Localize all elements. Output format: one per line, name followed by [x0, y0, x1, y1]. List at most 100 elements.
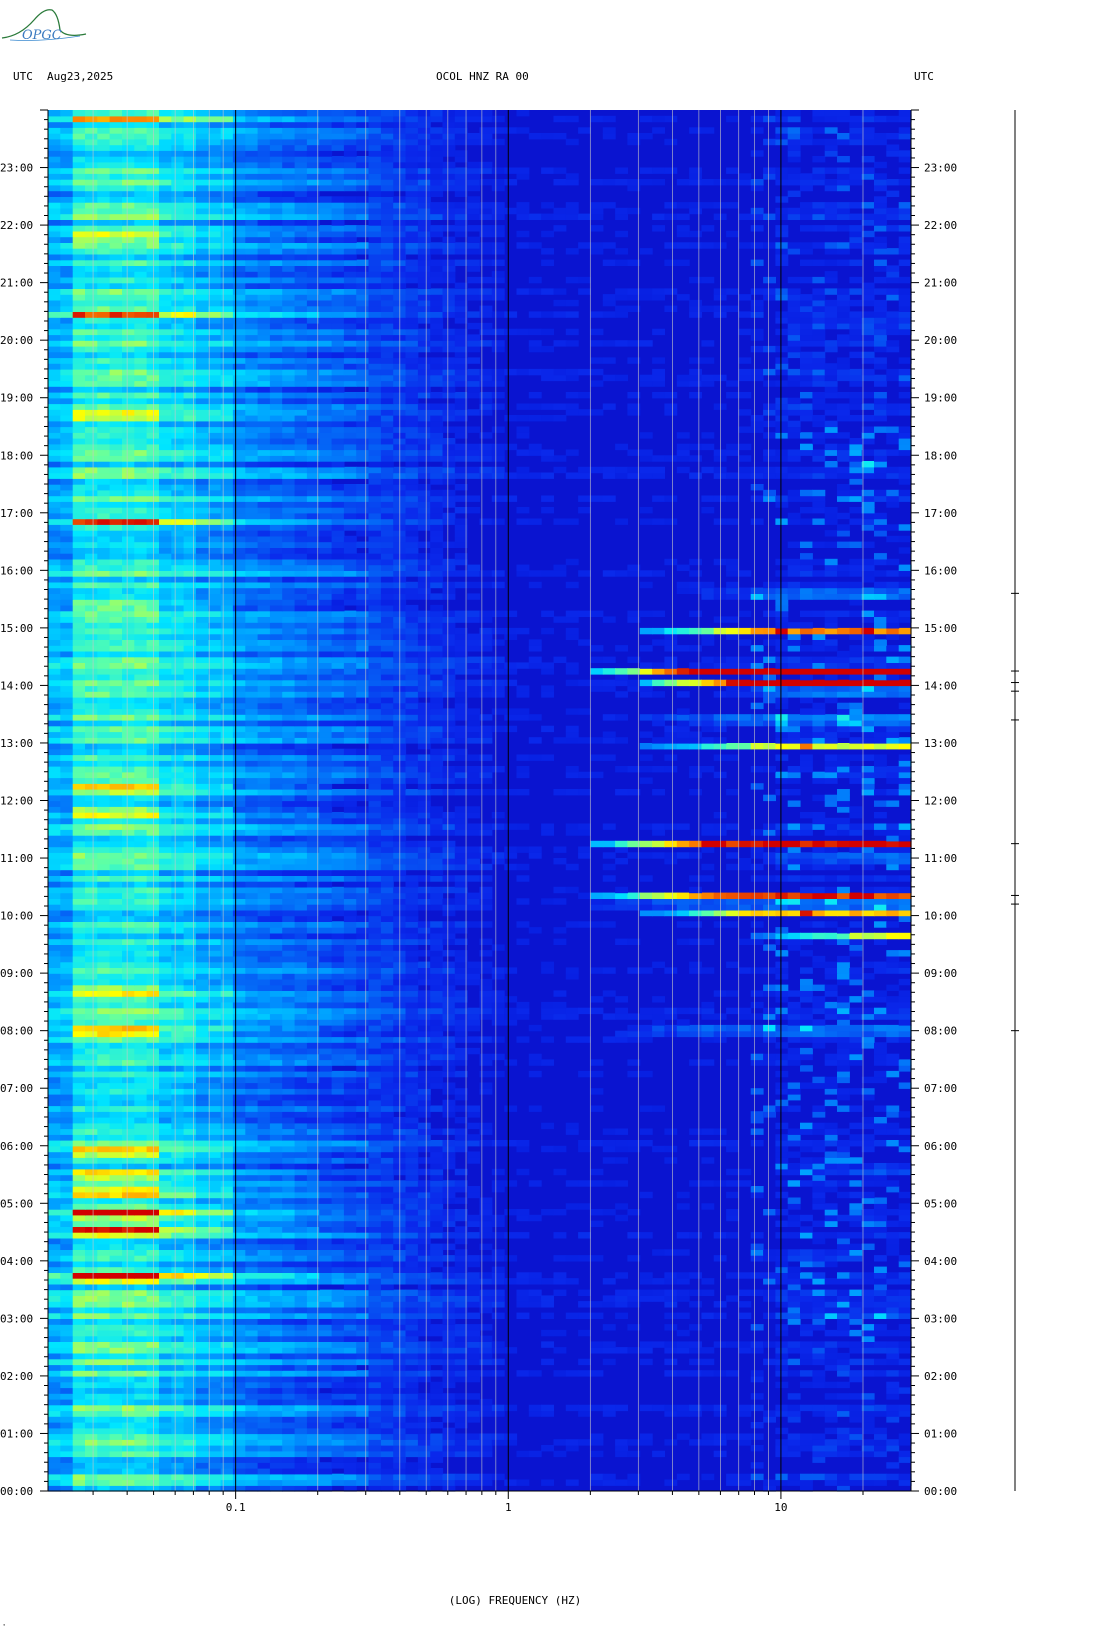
heatmap-cell — [417, 1001, 431, 1009]
heatmap-cell — [331, 1191, 345, 1199]
heatmap-cell — [48, 1364, 61, 1371]
heatmap-cell — [282, 886, 296, 894]
heatmap-cell — [627, 1140, 641, 1147]
heatmap-cell — [146, 1191, 160, 1199]
heatmap-cell — [282, 932, 296, 940]
heatmap-cell — [676, 921, 690, 928]
heatmap-cell — [183, 955, 197, 963]
heatmap-cell — [812, 1191, 826, 1199]
heatmap-cell — [122, 1479, 135, 1486]
heatmap-cell — [146, 1468, 160, 1475]
logo-text: OPGC — [22, 28, 62, 43]
heatmap-cell — [146, 1042, 160, 1049]
heatmap-cell — [183, 1295, 197, 1302]
heatmap-cell — [417, 1370, 431, 1377]
heatmap-cell — [48, 1255, 61, 1262]
heatmap-cell — [861, 1450, 875, 1458]
heatmap-cell — [232, 1042, 246, 1049]
heatmap-cell — [208, 1318, 222, 1325]
heatmap-cell — [294, 1128, 308, 1135]
heatmap-cell — [183, 1088, 197, 1095]
heatmap-cell — [208, 921, 222, 928]
heatmap-cell — [183, 1427, 197, 1435]
heatmap-cell — [528, 927, 542, 934]
heatmap-cell — [331, 1168, 345, 1176]
heatmap-cell — [442, 1157, 456, 1164]
heatmap-cell — [454, 881, 468, 888]
heatmap-cell — [787, 1312, 801, 1319]
heatmap-cell — [109, 1203, 123, 1210]
heatmap-cell — [874, 1013, 887, 1020]
heatmap-cell — [72, 1214, 86, 1222]
heatmap-cell — [479, 1013, 493, 1020]
heatmap-cell — [269, 1220, 283, 1227]
heatmap-cell — [72, 1358, 86, 1366]
heatmap-cell — [208, 944, 222, 951]
heatmap-cell — [442, 875, 456, 882]
heatmap-cell — [319, 892, 333, 899]
heatmap-cell — [171, 1134, 185, 1141]
heatmap-cell — [787, 1232, 801, 1239]
heatmap-cell — [269, 1387, 283, 1394]
heatmap-cell — [159, 1047, 172, 1055]
heatmap-cell — [245, 1145, 259, 1153]
heatmap-cell — [48, 1456, 61, 1463]
heatmap-cell — [159, 1013, 172, 1020]
heatmap-cell — [97, 1485, 111, 1492]
heatmap-cell — [269, 1047, 283, 1055]
heatmap-cell — [183, 1151, 197, 1158]
heatmap-cell — [343, 1283, 357, 1291]
heatmap-cell — [85, 1007, 98, 1015]
heatmap-cell — [220, 1214, 234, 1222]
heatmap-cell — [454, 1335, 468, 1342]
heatmap-cell — [812, 1375, 826, 1383]
heatmap-cell — [775, 1381, 789, 1389]
heatmap-cell — [639, 1191, 653, 1199]
heatmap-cell — [849, 978, 863, 986]
heatmap-cell — [343, 973, 357, 980]
heatmap-cell — [898, 1456, 912, 1463]
heatmap-cell — [232, 1301, 246, 1308]
heatmap-cell — [319, 1157, 333, 1164]
heatmap-cell — [195, 1203, 209, 1210]
heatmap-cell — [269, 1283, 283, 1291]
heatmap-cell — [306, 1030, 320, 1038]
heatmap-cell — [319, 938, 333, 945]
heatmap-cell — [134, 1387, 148, 1394]
heatmap-cell — [602, 1341, 616, 1348]
heatmap-cell — [306, 1111, 320, 1118]
heatmap-cell — [60, 1065, 74, 1072]
heatmap-cell — [861, 909, 875, 917]
heatmap-cell — [405, 1209, 419, 1216]
heatmap-cell — [368, 1180, 382, 1187]
heatmap-cell — [48, 1404, 61, 1412]
heatmap-cell — [171, 1301, 185, 1308]
heatmap-cell — [109, 1157, 123, 1164]
heatmap-cell — [442, 886, 456, 894]
heatmap-cell — [442, 921, 456, 928]
heatmap-cell — [306, 973, 320, 980]
heatmap-cell — [874, 1306, 887, 1314]
heatmap-cell — [134, 1186, 148, 1193]
heatmap-cell — [516, 1168, 530, 1176]
heatmap-cell — [467, 1191, 481, 1199]
heatmap-cell — [627, 1036, 641, 1043]
heatmap-cell — [220, 1094, 234, 1101]
heatmap-cell — [430, 1030, 444, 1038]
heatmap-cell — [356, 1272, 370, 1279]
heatmap-cell — [467, 1324, 481, 1331]
heatmap-cell — [146, 1082, 160, 1089]
heatmap-cell — [787, 1439, 801, 1446]
heatmap-cell — [775, 1024, 789, 1032]
heatmap-cell — [861, 1278, 875, 1285]
heatmap-cell — [380, 1387, 394, 1394]
heatmap-cell — [294, 1312, 308, 1319]
heatmap-cell — [134, 1416, 148, 1423]
heatmap-cell — [183, 1232, 197, 1239]
heatmap-cell — [134, 1140, 148, 1147]
heatmap-cell — [504, 1013, 518, 1020]
heatmap-cell — [898, 1191, 912, 1199]
heatmap-cell — [257, 921, 271, 928]
heatmap-cell — [319, 1105, 333, 1112]
heatmap-cell — [306, 1128, 320, 1135]
